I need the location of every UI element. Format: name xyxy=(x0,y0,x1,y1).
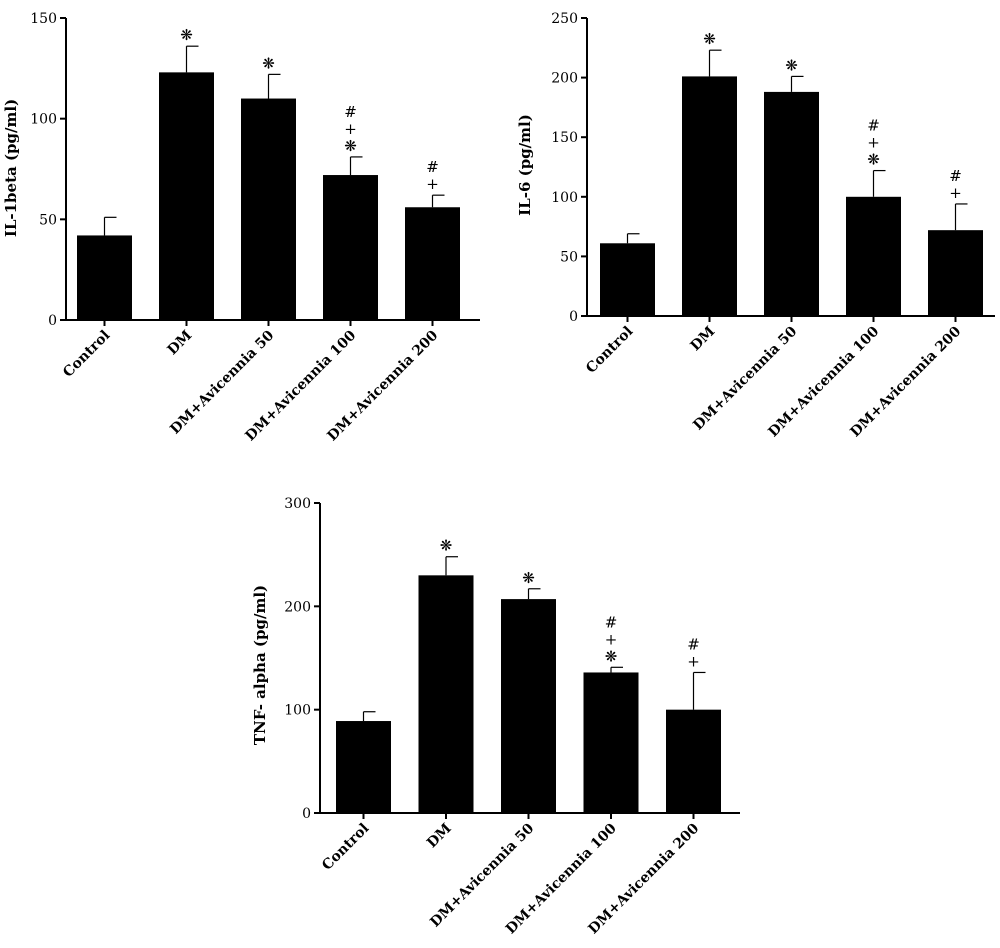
bar xyxy=(682,76,737,317)
significance-marker: # xyxy=(605,613,618,631)
significance-marker: + xyxy=(687,652,700,670)
bar xyxy=(159,72,214,320)
bar xyxy=(323,175,378,320)
significance-marker: ❋ xyxy=(785,56,798,74)
significance-marker: + xyxy=(605,630,618,648)
y-tick-label: 100 xyxy=(551,190,578,206)
y-tick-label: 200 xyxy=(284,599,311,615)
bar xyxy=(405,207,460,320)
y-axis-title: IL-1beta (pg/ml) xyxy=(2,99,20,237)
significance-marker: # xyxy=(426,158,439,176)
bar xyxy=(583,672,639,813)
significance-marker: + xyxy=(867,134,880,152)
significance-marker: + xyxy=(344,120,357,138)
significance-marker: ❋ xyxy=(605,647,618,665)
y-axis-title: TNF- alpha (pg/ml) xyxy=(251,585,269,745)
y-tick-label: 0 xyxy=(569,309,578,325)
significance-marker: ❋ xyxy=(440,537,453,555)
y-tick-label: 300 xyxy=(284,496,311,512)
significance-marker: ❋ xyxy=(867,151,880,169)
significance-marker: ❋ xyxy=(703,30,716,48)
y-tick-label: 100 xyxy=(284,703,311,719)
y-tick-label: 0 xyxy=(48,313,57,329)
bar xyxy=(77,235,132,320)
bar xyxy=(501,599,556,813)
significance-marker: ❋ xyxy=(262,54,275,72)
bar xyxy=(336,721,391,813)
bar xyxy=(928,230,983,316)
y-tick-label: 250 xyxy=(551,11,578,27)
significance-marker: # xyxy=(344,103,357,121)
y-tick-label: 50 xyxy=(560,249,578,265)
bar xyxy=(666,709,721,813)
bar xyxy=(418,575,474,813)
y-tick-label: 200 xyxy=(551,71,578,87)
significance-marker: ❋ xyxy=(522,569,535,587)
y-tick-label: 100 xyxy=(30,112,57,128)
y-axis-title: IL-6 (pg/ml) xyxy=(516,114,534,216)
y-tick-label: 50 xyxy=(39,212,57,228)
significance-marker: ❋ xyxy=(344,137,357,155)
significance-marker: # xyxy=(949,167,962,185)
category-label: DM xyxy=(687,324,718,355)
y-tick-label: 0 xyxy=(302,806,311,822)
bar xyxy=(846,196,901,316)
significance-marker: # xyxy=(687,635,700,653)
category-label: Control xyxy=(319,821,372,874)
category-label: DM xyxy=(164,328,195,359)
significance-marker: ❋ xyxy=(180,26,193,44)
bar xyxy=(241,98,296,321)
category-label: DM xyxy=(424,821,455,852)
significance-marker: + xyxy=(426,175,439,193)
y-tick-label: 150 xyxy=(30,11,57,27)
significance-marker: # xyxy=(867,117,880,135)
y-tick-label: 150 xyxy=(551,130,578,146)
bar xyxy=(764,91,819,317)
category-label: Control xyxy=(60,328,113,381)
significance-marker: + xyxy=(949,184,962,202)
category-label: Control xyxy=(583,324,636,377)
bar xyxy=(600,243,655,316)
